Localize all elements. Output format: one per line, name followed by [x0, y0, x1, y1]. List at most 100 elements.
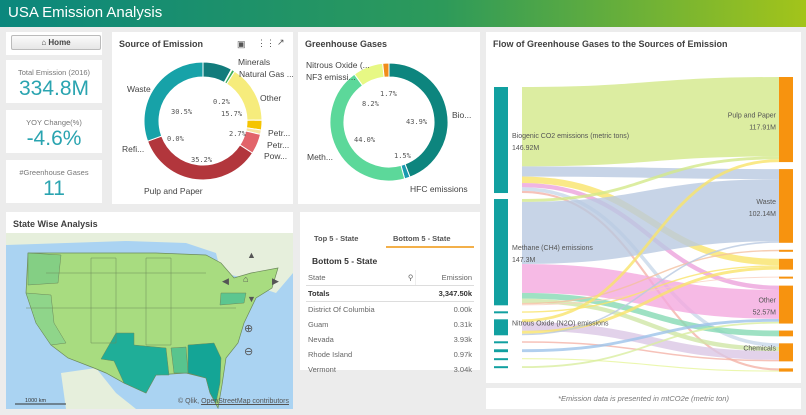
sankey-flow[interactable]: [521, 321, 780, 369]
slice-pct: 8.2%: [362, 100, 379, 108]
sankey-flow[interactable]: [521, 76, 780, 167]
sankey-flow[interactable]: [521, 156, 780, 202]
search-icon[interactable]: ⚲: [407, 273, 414, 282]
sankey-target-node[interactable]: [779, 285, 793, 324]
slice-label: Petr...: [267, 140, 290, 150]
column-header-emission[interactable]: Emission: [415, 270, 474, 286]
us-map[interactable]: [6, 233, 293, 409]
panel-title: Source of Emission: [119, 39, 204, 49]
sankey-flow[interactable]: [521, 241, 780, 336]
sankey-flow[interactable]: [521, 318, 780, 353]
home-icon: ⌂: [41, 38, 49, 47]
sankey-source-label: Nitrous Oxide (N2O) emissions: [512, 320, 609, 327]
slice-label: Petr...: [268, 128, 291, 138]
sankey-target-node[interactable]: [779, 330, 793, 337]
sankey-target-label: Pulp and Paper: [728, 113, 777, 120]
sankey-source-node[interactable]: [494, 366, 508, 369]
sankey-flow[interactable]: [521, 322, 780, 360]
sankey-target-node[interactable]: [779, 249, 793, 252]
sankey-target-node[interactable]: [779, 258, 793, 270]
zoom-out-icon[interactable]: ⊖: [244, 346, 254, 358]
app-title: USA Emission Analysis: [8, 4, 163, 21]
slice-pct: 1.7%: [380, 90, 397, 98]
sankey-flow[interactable]: [521, 292, 780, 337]
pan-up-icon[interactable]: ▲: [247, 250, 256, 260]
slice-pct: 15.7%: [221, 110, 243, 118]
pan-right-icon[interactable]: ▶: [272, 276, 279, 286]
osm-link[interactable]: OpenStreetMap contributors: [201, 398, 289, 405]
sankey-flow[interactable]: [521, 159, 780, 323]
panel-title: State Wise Analysis: [13, 219, 98, 229]
sankey-target-node[interactable]: [779, 368, 793, 372]
panel-title: Flow of Greenhouse Gases to the Sources …: [493, 39, 728, 49]
slice-pct: 43.9%: [406, 118, 428, 126]
state-cell: Guam: [308, 320, 329, 329]
sankey-flow[interactable]: [521, 341, 780, 362]
sankey-source-node[interactable]: [494, 311, 508, 314]
sankey-source-node[interactable]: [494, 341, 508, 344]
sankey-flow[interactable]: [521, 266, 780, 334]
kpi-label: Total Emission (2016): [17, 68, 91, 77]
sankey-flow[interactable]: [521, 358, 780, 372]
table-row[interactable]: Guam 0.31k: [306, 317, 474, 332]
sankey-flow[interactable]: [521, 166, 780, 180]
sankey-source-node[interactable]: [494, 87, 508, 194]
tab-bottom-5-state[interactable]: Bottom 5 - State: [393, 234, 451, 243]
slice-pct: 0.0%: [167, 135, 184, 143]
slice-label: Refi...: [122, 144, 145, 154]
sankey-target-node[interactable]: [779, 77, 793, 163]
slice-pct: 1.5%: [394, 152, 411, 160]
pan-down-icon[interactable]: ▼: [247, 294, 256, 304]
sankey-target-value: 102.14M: [749, 211, 776, 218]
state-wise-analysis-panel: State Wise Analysis ▲ ◀ ⌂ ▶ ▼ ⊕ ⊖ 1000 k…: [6, 212, 293, 409]
source-donut-chart[interactable]: [112, 32, 293, 204]
table-row[interactable]: Rhode Island 0.97k: [306, 347, 474, 362]
home-view-icon[interactable]: ⌂: [243, 274, 249, 284]
column-header-state[interactable]: State ⚲: [306, 270, 417, 286]
sankey-target-value: 117.91M: [749, 125, 776, 132]
sankey-source-label: Methane (CH4) emissions: [512, 245, 593, 252]
sankey-target-label: Waste: [756, 199, 776, 206]
donut-slice[interactable]: [143, 61, 204, 142]
sankey-target-label: Other: [758, 298, 776, 305]
greenhouse-donut-chart[interactable]: [298, 32, 480, 204]
panel-title: Greenhouse Gases: [305, 39, 388, 49]
kpi-label: #Greenhouse Gases: [19, 168, 89, 177]
sankey-target-node[interactable]: [779, 343, 793, 362]
sankey-target-node[interactable]: [779, 169, 793, 243]
home-button[interactable]: ⌂ Home: [11, 35, 101, 50]
slice-pct: 35.2%: [191, 156, 213, 164]
emission-cell: 3.04k: [453, 365, 472, 374]
donut-slice[interactable]: [382, 62, 390, 78]
slice-label: Pow...: [264, 151, 288, 161]
sankey-chart[interactable]: Biogenic CO2 emissions (metric tons) 146.…: [486, 32, 801, 383]
sankey-flow[interactable]: [521, 298, 780, 352]
totals-label: Totals: [306, 285, 416, 302]
sankey-source-label: Biogenic CO2 emissions (metric tons): [512, 133, 629, 140]
sankey-flow[interactable]: [521, 249, 780, 305]
expand-icon[interactable]: ↗: [277, 37, 285, 47]
table-row[interactable]: Nevada 3.93k: [306, 332, 474, 347]
sankey-flow[interactable]: [521, 276, 780, 306]
sankey-flow[interactable]: [521, 179, 780, 264]
sankey-source-node[interactable]: [494, 319, 508, 336]
adjust-icon[interactable]: ⋮⋮: [257, 38, 275, 48]
sankey-source-node[interactable]: [494, 349, 508, 353]
table-row[interactable]: District Of Columbia 0.00k: [306, 302, 474, 318]
attribution-text: © Qlik,: [178, 398, 202, 405]
emission-cell: 0.97k: [453, 350, 472, 359]
pan-left-icon[interactable]: ◀: [222, 276, 229, 286]
kpi-value: 334.8M: [18, 77, 90, 100]
kpi-total-emission: Total Emission (2016) 334.8M: [6, 60, 102, 103]
map-scale-label: 1000 km: [25, 398, 47, 404]
sankey-source-node[interactable]: [494, 358, 508, 361]
sankey-target-node[interactable]: [779, 276, 793, 279]
camera-icon[interactable]: ▣: [237, 39, 246, 49]
slice-label: Nitrous Oxide (...: [306, 60, 370, 70]
table-row[interactable]: Vermont 3.04k: [306, 362, 474, 377]
tab-top-5-state[interactable]: Top 5 - State: [314, 234, 359, 243]
sankey-source-node[interactable]: [494, 199, 508, 306]
zoom-in-icon[interactable]: ⊕: [244, 323, 254, 335]
state-cell: Nevada: [308, 335, 334, 344]
emission-cell: 3.93k: [453, 335, 472, 344]
